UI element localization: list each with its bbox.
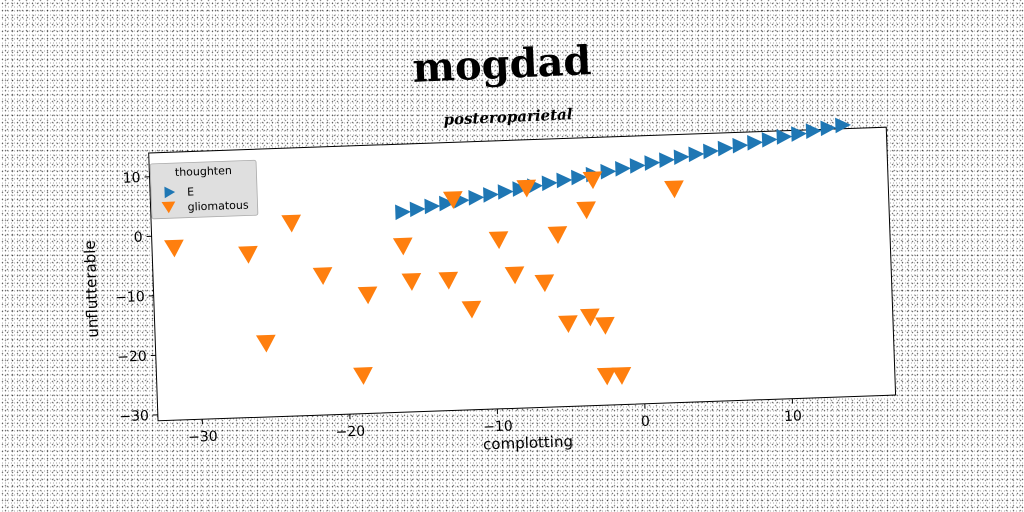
y-tick-label: 10 bbox=[122, 170, 140, 187]
y-axis-label: unflutterable bbox=[81, 240, 102, 338]
chart-title: mogdad bbox=[412, 37, 593, 92]
x-tick-label: 0 bbox=[641, 414, 650, 430]
plot-area: −30 −20 −10 0 10 −30 −20 −10 0 10 complotting un… bbox=[77, 117, 897, 468]
x-axis-label: complotting bbox=[483, 432, 573, 453]
x-tick-label: −30 bbox=[188, 429, 218, 446]
x-tick-label: −10 bbox=[483, 418, 513, 435]
legend: thoughten E gliomatous bbox=[150, 160, 258, 219]
legend-label-e: E bbox=[187, 185, 194, 198]
y-tick-label: −30 bbox=[119, 408, 149, 425]
plot-background bbox=[149, 127, 896, 421]
x-tick-label: −20 bbox=[335, 424, 365, 441]
y-tick-label: −10 bbox=[115, 289, 145, 306]
y-tick-label: −20 bbox=[117, 349, 147, 366]
legend-label-gliomatous: gliomatous bbox=[187, 198, 249, 213]
legend-title: thoughten bbox=[175, 164, 232, 179]
x-tick-label: 10 bbox=[784, 408, 802, 425]
y-tick-label: 0 bbox=[133, 230, 142, 246]
chart-subtitle: posteroparietal bbox=[443, 105, 573, 129]
